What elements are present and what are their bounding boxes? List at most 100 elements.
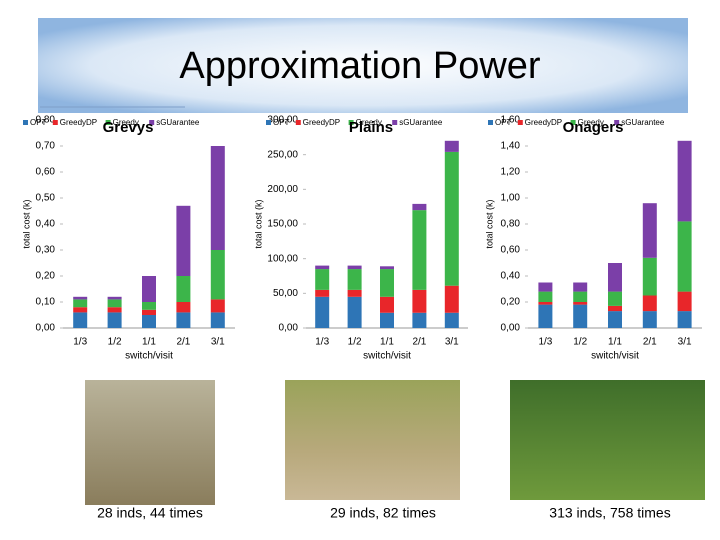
bar-segment bbox=[210, 146, 225, 250]
legend-label: sGUarantee bbox=[621, 118, 665, 127]
bar-segment bbox=[444, 140, 459, 152]
legend-swatch bbox=[614, 120, 620, 125]
bar-segment bbox=[210, 250, 225, 300]
bar-segment bbox=[315, 269, 330, 290]
x-tick-label: 1/2 bbox=[108, 337, 122, 348]
bar-segment bbox=[347, 296, 362, 328]
legend-swatch bbox=[488, 120, 493, 125]
bar-segment bbox=[538, 282, 553, 292]
y-tick-label: 0,80 bbox=[501, 219, 521, 230]
legend-label: GreedyDP bbox=[60, 118, 97, 127]
legend-label: GreedyDP bbox=[525, 118, 562, 127]
y-tick-label: 0,70 bbox=[36, 141, 56, 152]
y-tick-label: 200,00 bbox=[267, 184, 298, 195]
y-tick-label: 0,00 bbox=[501, 323, 521, 334]
bar-segment bbox=[380, 266, 394, 270]
legend-label: sGUarantee bbox=[399, 118, 443, 127]
bar-segment bbox=[412, 289, 427, 313]
bar-segment bbox=[347, 265, 362, 270]
bar-segment bbox=[444, 312, 459, 328]
legend-label: sGUarantee bbox=[156, 118, 200, 127]
bar-segment bbox=[642, 257, 657, 296]
chart-title: Grevys bbox=[103, 119, 154, 136]
y-tick-label: 1,20 bbox=[501, 167, 521, 178]
legend-label: Greedy bbox=[578, 118, 604, 127]
legend-label: OPT bbox=[273, 118, 290, 127]
bar-segment bbox=[73, 299, 88, 308]
bar-segment bbox=[315, 265, 330, 270]
x-tick-label: 1/1 bbox=[608, 337, 622, 348]
x-axis-label: switch/visit bbox=[591, 351, 639, 362]
bar-segment bbox=[573, 302, 588, 305]
bar-segment bbox=[210, 312, 225, 328]
bar-segment bbox=[380, 296, 394, 313]
legend-swatch bbox=[348, 120, 354, 125]
photo bbox=[285, 380, 460, 500]
bar-segment bbox=[677, 291, 692, 312]
caption: 29 inds, 82 times bbox=[330, 505, 436, 521]
x-tick-label: 1/2 bbox=[573, 337, 587, 348]
caption: 313 inds, 758 times bbox=[549, 505, 670, 521]
bar-segment bbox=[315, 289, 330, 297]
bar-segment bbox=[573, 291, 588, 302]
legend-swatch bbox=[570, 120, 576, 125]
bar-segment bbox=[642, 295, 657, 312]
title-backdrop bbox=[38, 18, 688, 113]
bar-segment bbox=[176, 312, 191, 328]
x-axis-label: switch/visit bbox=[363, 351, 411, 362]
y-tick-label: 0,00 bbox=[36, 323, 56, 334]
legend-label: OPT bbox=[30, 118, 47, 127]
bar-segment bbox=[608, 305, 622, 312]
bar-segment bbox=[538, 304, 553, 328]
chart-title: Plains bbox=[349, 119, 393, 136]
x-tick-label: 3/1 bbox=[445, 337, 459, 348]
chart-title: Onagers bbox=[563, 119, 624, 136]
bar-segment bbox=[142, 276, 156, 302]
bar-segment bbox=[176, 302, 191, 313]
bar-segment bbox=[142, 315, 156, 328]
x-tick-label: 2/1 bbox=[412, 337, 426, 348]
y-axis-label: total cost (k) bbox=[21, 199, 31, 248]
legend-label: OPT bbox=[495, 118, 512, 127]
bar-segment bbox=[677, 221, 692, 292]
bar-segment bbox=[677, 140, 692, 222]
slide-title: Approximation Power bbox=[179, 45, 541, 87]
bar-segment bbox=[573, 304, 588, 328]
y-tick-label: 1,00 bbox=[501, 193, 521, 204]
y-axis-label: total cost (k) bbox=[484, 199, 494, 248]
bar-segment bbox=[412, 312, 427, 328]
y-tick-label: 300,00 bbox=[267, 115, 298, 126]
x-tick-label: 1/3 bbox=[538, 337, 552, 348]
bar-segment bbox=[107, 307, 122, 313]
bar-segment bbox=[538, 291, 553, 302]
bar-segment bbox=[444, 151, 459, 286]
bar-segment bbox=[347, 269, 362, 290]
legend-label: Greedy bbox=[113, 118, 139, 127]
y-tick-label: 0,40 bbox=[501, 271, 521, 282]
y-tick-label: 0,20 bbox=[36, 271, 56, 282]
y-tick-label: 150,00 bbox=[267, 219, 298, 230]
legend-swatch bbox=[149, 120, 155, 125]
y-tick-label: 100,00 bbox=[267, 253, 298, 264]
bar-segment bbox=[380, 269, 394, 297]
bar-segment bbox=[444, 285, 459, 313]
bar-segment bbox=[642, 203, 657, 258]
legend-label: Greedy bbox=[356, 118, 382, 127]
bar-segment bbox=[142, 302, 156, 310]
bar-segment bbox=[142, 309, 156, 315]
bar-segment bbox=[176, 205, 191, 276]
photo bbox=[85, 380, 215, 505]
y-axis-label: total cost (k) bbox=[253, 199, 263, 248]
x-tick-label: 1/3 bbox=[315, 337, 329, 348]
bar-segment bbox=[107, 312, 122, 328]
bar-segment bbox=[642, 311, 657, 328]
bar-segment bbox=[412, 210, 427, 290]
y-tick-label: 1,40 bbox=[501, 141, 521, 152]
bar-segment bbox=[107, 296, 122, 300]
bar-segment bbox=[573, 282, 588, 292]
legend-swatch bbox=[23, 120, 28, 125]
legend-swatch bbox=[266, 120, 271, 125]
bar-segment bbox=[315, 296, 330, 328]
bar-segment bbox=[73, 307, 88, 313]
